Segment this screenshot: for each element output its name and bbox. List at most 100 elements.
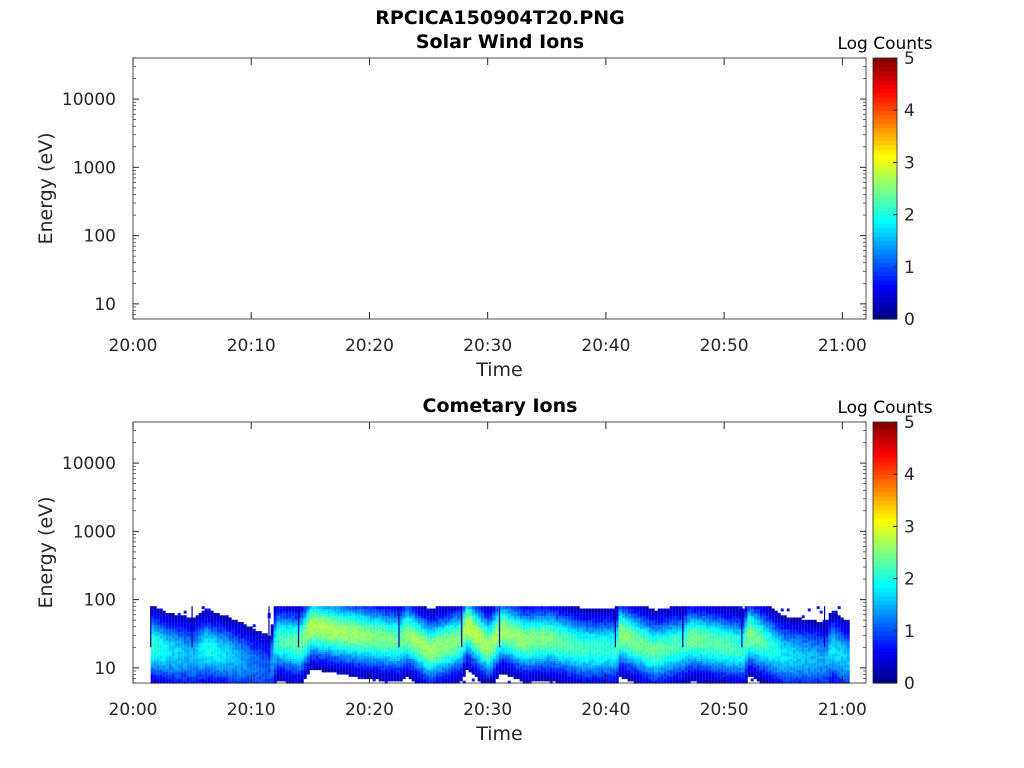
spectrogram-cell xyxy=(540,644,544,648)
spectrogram-cell xyxy=(216,669,220,673)
spectrogram-cell xyxy=(159,615,163,619)
spectrogram-cell xyxy=(561,631,565,634)
spectrogram-cell xyxy=(249,651,253,655)
spectrogram-cell xyxy=(504,646,508,650)
spectrogram-cell xyxy=(597,615,601,619)
spectrogram-cell xyxy=(387,644,391,648)
spectrogram-cell xyxy=(582,662,586,666)
spectrogram-cell xyxy=(519,613,523,616)
spectrogram-cell xyxy=(297,649,301,652)
spectrogram-cell xyxy=(354,653,358,657)
spectrogram-cell xyxy=(414,667,418,671)
spectrogram-cell xyxy=(510,646,514,650)
spectrogram-cell xyxy=(354,658,358,662)
spectrogram-cell xyxy=(177,664,181,668)
spectrogram-cell xyxy=(417,651,421,655)
spectrogram-cell xyxy=(318,615,322,619)
spectrogram-cell xyxy=(498,649,502,652)
spectrogram-cell xyxy=(537,669,541,673)
spectrogram-cell xyxy=(603,613,607,616)
spectrogram-cell xyxy=(378,674,382,677)
spectrogram-cell xyxy=(492,637,496,641)
spectrogram-cell xyxy=(315,622,319,625)
spectrogram-cell xyxy=(204,669,208,673)
spectrogram-cell xyxy=(507,669,511,673)
spectrogram-cell xyxy=(528,646,532,650)
spectrogram-cell xyxy=(252,637,256,641)
spectrogram-cell xyxy=(597,671,601,675)
spectrogram-cell xyxy=(492,642,496,646)
spectrogram-cell xyxy=(381,624,385,628)
spectrogram-cell xyxy=(405,615,409,619)
spectrogram-cell xyxy=(492,653,496,657)
spectrogram-cell xyxy=(351,671,355,675)
spectrogram-cell xyxy=(231,658,235,662)
spectrogram-cell xyxy=(162,658,166,662)
spectrogram-cell xyxy=(372,617,376,621)
spectrogram-cell xyxy=(597,674,601,677)
spectrogram-cell xyxy=(522,615,526,619)
spectrogram-cell xyxy=(282,676,286,680)
spectrogram-cell xyxy=(471,642,475,646)
spectrogram-cell xyxy=(390,674,394,677)
x-tick-label: 20:10 xyxy=(227,336,276,356)
spectrogram-cell xyxy=(219,655,223,659)
spectrogram-cell xyxy=(150,651,154,655)
spectrogram-cell xyxy=(474,613,478,616)
spectrogram-cell xyxy=(309,637,313,641)
spectrogram-cell xyxy=(156,664,160,668)
spectrogram-cell xyxy=(156,613,160,616)
spectrogram-cell xyxy=(210,637,214,641)
spectrogram-cell xyxy=(402,676,406,680)
spectrogram-cell xyxy=(150,662,154,666)
spectrogram-cell xyxy=(162,653,166,657)
spectrogram-cell xyxy=(438,660,442,664)
spectrogram-cell xyxy=(255,676,259,680)
spectrogram-cell xyxy=(531,674,535,677)
spectrogram-cell xyxy=(528,633,532,637)
spectrogram-cell xyxy=(600,671,604,675)
spectrogram-cell xyxy=(213,658,217,662)
spectrogram-cell xyxy=(213,628,217,632)
spectrogram-cell xyxy=(456,617,460,621)
spectrogram-cell xyxy=(330,653,334,657)
spectrogram-cell xyxy=(315,664,319,668)
spectrogram-cell xyxy=(192,644,196,648)
spectrogram-cell xyxy=(396,624,400,628)
spectrogram-cell xyxy=(381,676,385,680)
spectrogram-cell xyxy=(576,606,580,610)
spectrogram-cell xyxy=(567,678,571,682)
spectrogram-cell xyxy=(231,676,235,680)
spectrogram-cell xyxy=(429,662,433,666)
spectrogram-cell xyxy=(507,619,511,623)
spectrogram-cell xyxy=(450,671,454,675)
spectrogram-cell xyxy=(165,655,169,659)
spectrogram-cell xyxy=(231,667,235,671)
spectrogram-cell xyxy=(456,676,460,680)
spectrogram-cell xyxy=(333,617,337,621)
spectrogram-cell xyxy=(516,615,520,619)
spectrogram-cell xyxy=(522,622,526,625)
spectrogram-cell xyxy=(420,678,424,682)
spectrogram-cell xyxy=(150,642,154,646)
spectrogram-cell xyxy=(276,619,280,623)
spectrogram-cell xyxy=(546,658,550,662)
spectrogram-cell xyxy=(537,655,541,659)
spectrogram-cell xyxy=(519,642,523,646)
spectrogram-cell xyxy=(162,651,166,655)
spectrogram-cell xyxy=(324,653,328,657)
spectrogram-cell xyxy=(471,655,475,659)
spectrogram-cell xyxy=(438,674,442,677)
spectrogram-cell xyxy=(231,631,235,634)
spectrogram-cell xyxy=(594,633,598,637)
spectrogram-cell xyxy=(576,626,580,630)
spectrogram-cell xyxy=(504,640,508,643)
spectrogram-cell xyxy=(327,660,331,664)
spectrogram-cell xyxy=(291,649,295,652)
spectrogram-cell xyxy=(360,631,364,634)
spectrogram-cell xyxy=(222,669,226,673)
spectrogram-cell xyxy=(327,610,331,614)
spectrogram-cell xyxy=(213,635,217,639)
spectrogram-cell xyxy=(357,624,361,628)
spectrogram-cell xyxy=(438,628,442,632)
